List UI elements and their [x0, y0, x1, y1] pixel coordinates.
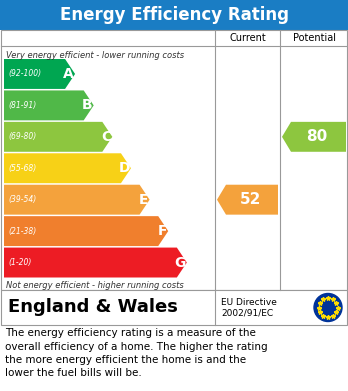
Text: the more energy efficient the home is and the: the more energy efficient the home is an…: [5, 355, 246, 365]
Polygon shape: [4, 122, 112, 152]
Text: Potential: Potential: [293, 33, 335, 43]
Text: (92-100): (92-100): [8, 70, 41, 79]
Text: E: E: [139, 193, 149, 207]
Text: overall efficiency of a home. The higher the rating: overall efficiency of a home. The higher…: [5, 341, 268, 352]
Text: B: B: [82, 99, 93, 112]
Circle shape: [314, 294, 342, 321]
Text: Very energy efficient - lower running costs: Very energy efficient - lower running co…: [6, 51, 184, 60]
Text: (39-54): (39-54): [8, 195, 36, 204]
Text: 52: 52: [240, 192, 261, 207]
Text: (81-91): (81-91): [8, 101, 36, 110]
Text: (69-80): (69-80): [8, 132, 36, 141]
Text: lower the fuel bills will be.: lower the fuel bills will be.: [5, 368, 142, 378]
Text: (1-20): (1-20): [8, 258, 31, 267]
Text: (55-68): (55-68): [8, 164, 36, 173]
Text: Current: Current: [229, 33, 266, 43]
Bar: [1, 30, 347, 290]
Text: D: D: [118, 161, 130, 175]
Text: 80: 80: [306, 129, 327, 144]
Bar: [0, 0, 348, 30]
Polygon shape: [4, 90, 94, 120]
Polygon shape: [4, 216, 168, 246]
Text: England & Wales: England & Wales: [8, 298, 178, 316]
Text: Not energy efficient - higher running costs: Not energy efficient - higher running co…: [6, 281, 184, 290]
Text: 2002/91/EC: 2002/91/EC: [221, 308, 273, 317]
Bar: [1, 290, 347, 325]
Text: The energy efficiency rating is a measure of the: The energy efficiency rating is a measur…: [5, 328, 256, 338]
Polygon shape: [217, 185, 278, 215]
Polygon shape: [4, 248, 187, 278]
Text: G: G: [174, 256, 186, 269]
Polygon shape: [4, 185, 150, 215]
Polygon shape: [4, 153, 131, 183]
Polygon shape: [4, 59, 75, 89]
Text: C: C: [101, 130, 111, 144]
Text: (21-38): (21-38): [8, 227, 36, 236]
Text: EU Directive: EU Directive: [221, 298, 277, 307]
Text: F: F: [158, 224, 167, 238]
Polygon shape: [282, 122, 346, 152]
Text: A: A: [63, 67, 74, 81]
Text: Energy Efficiency Rating: Energy Efficiency Rating: [60, 6, 288, 24]
